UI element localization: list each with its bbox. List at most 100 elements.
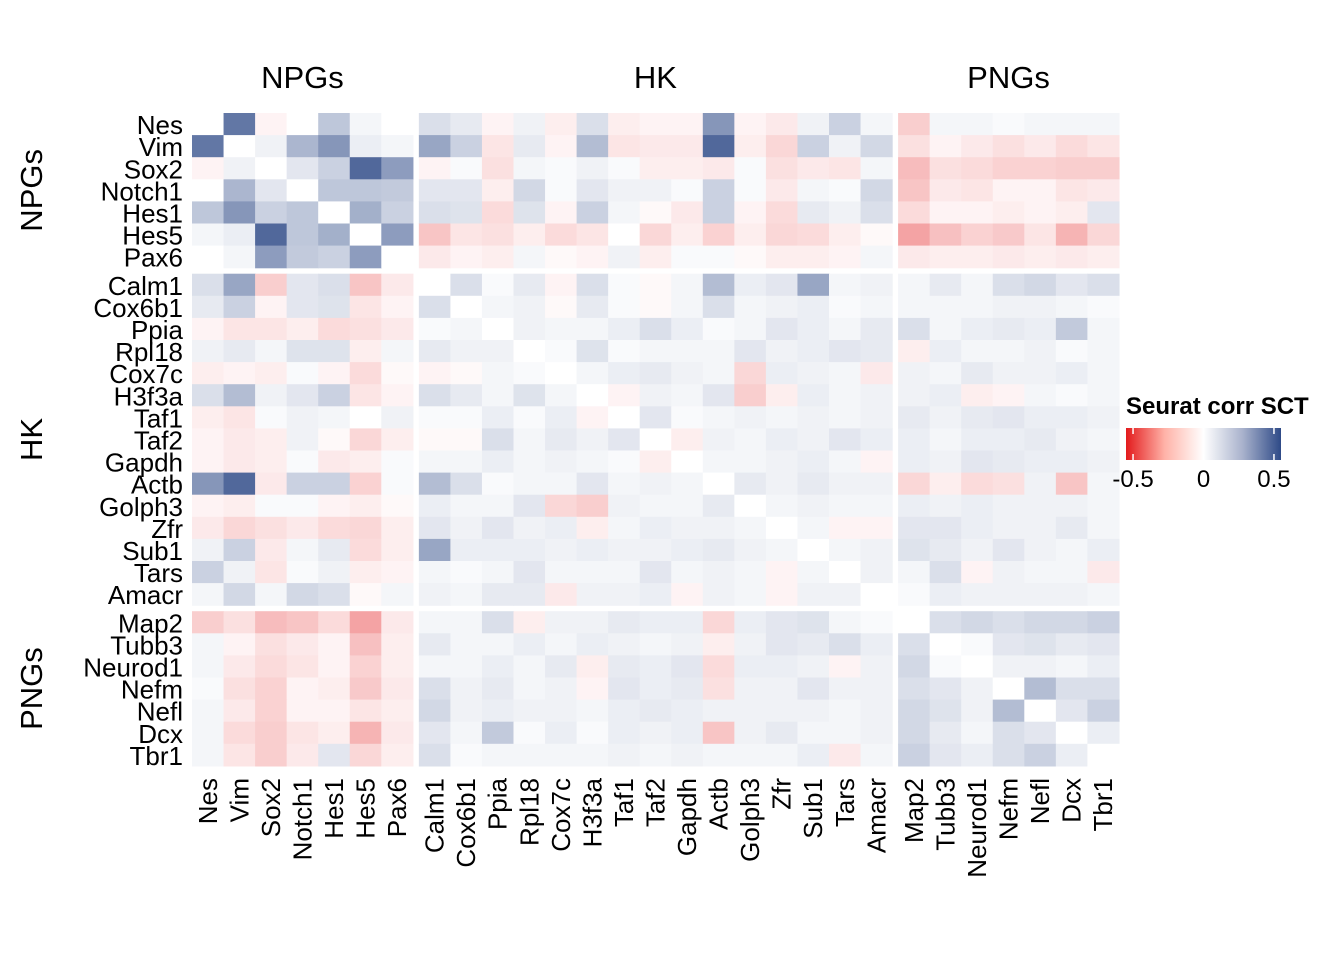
heatmap-cell xyxy=(349,583,382,606)
heatmap-cell xyxy=(381,223,414,247)
heatmap-cell xyxy=(1055,273,1088,297)
heatmap-cell xyxy=(318,201,351,225)
heatmap-cell xyxy=(1087,583,1120,606)
heatmap-cell xyxy=(734,428,767,452)
heatmap-cell xyxy=(639,655,672,679)
heatmap-cell xyxy=(318,743,351,767)
heatmap-cell xyxy=(829,721,862,745)
heatmap-cell xyxy=(255,135,288,158)
heatmap-cell xyxy=(576,295,609,319)
heatmap-cell xyxy=(481,157,515,180)
heatmap-cell xyxy=(450,135,483,158)
heatmap-cell xyxy=(545,135,578,158)
column-label: Cox6b1 xyxy=(451,778,481,868)
heatmap-cell xyxy=(349,472,382,496)
heatmap-cell xyxy=(318,583,351,606)
heatmap-cell xyxy=(992,699,1025,723)
heatmap-cell xyxy=(192,273,225,297)
column-label: Taf1 xyxy=(609,778,639,827)
heatmap-cell xyxy=(513,677,546,701)
heatmap-cell xyxy=(192,743,225,767)
heatmap-cell xyxy=(286,561,319,584)
heatmap-cell xyxy=(639,223,672,247)
heatmap-cell xyxy=(961,611,994,634)
row-group-title: HK xyxy=(14,418,49,461)
heatmap-cell xyxy=(992,583,1025,606)
heatmap-cell xyxy=(481,611,515,634)
heatmap-cell xyxy=(671,494,704,518)
heatmap-cell xyxy=(381,295,414,319)
heatmap-cell xyxy=(734,179,767,202)
heatmap-cell xyxy=(192,317,225,341)
heatmap-cell xyxy=(286,472,319,496)
heatmap-cell xyxy=(349,157,382,180)
heatmap-cell xyxy=(734,743,767,767)
row-label: Golph3 xyxy=(99,492,183,522)
heatmap-cell xyxy=(381,157,414,180)
heatmap-cell xyxy=(702,317,735,341)
heatmap-cell xyxy=(702,384,735,407)
heatmap-cell xyxy=(223,295,256,319)
heatmap-cell xyxy=(797,406,830,429)
heatmap-cell xyxy=(1055,223,1088,247)
heatmap-cell xyxy=(765,538,799,562)
heatmap-cell xyxy=(576,406,609,429)
heatmap-cell xyxy=(1024,157,1057,180)
row-label: Nefl xyxy=(137,697,183,727)
heatmap-cell xyxy=(829,655,862,679)
heatmap-cell xyxy=(829,743,862,767)
heatmap-cell xyxy=(734,561,767,584)
heatmap-cell xyxy=(1087,561,1120,584)
heatmap-cell xyxy=(513,362,546,385)
heatmap-cell xyxy=(223,428,256,452)
heatmap-cell xyxy=(255,362,288,385)
heatmap-cell xyxy=(898,245,931,269)
heatmap-cell xyxy=(860,135,893,158)
heatmap-cell xyxy=(929,583,962,606)
heatmap-cell xyxy=(418,157,451,180)
heatmap-cell xyxy=(898,223,931,247)
heatmap-cell xyxy=(992,223,1025,247)
heatmap-cell xyxy=(734,362,767,385)
column-label: Zfr xyxy=(767,778,797,810)
heatmap-cell xyxy=(286,273,319,297)
heatmap-cell xyxy=(513,295,546,319)
heatmap-cell xyxy=(192,428,225,452)
heatmap-cell xyxy=(418,583,451,606)
heatmap-cell xyxy=(961,472,994,496)
heatmap-cell xyxy=(702,494,735,518)
heatmap-cell xyxy=(349,295,382,319)
heatmap-cell xyxy=(513,201,546,225)
heatmap-cell xyxy=(255,384,288,407)
heatmap-cell xyxy=(671,201,704,225)
heatmap-cell xyxy=(860,538,893,562)
heatmap-cell xyxy=(418,340,451,363)
heatmap-cell xyxy=(513,428,546,452)
heatmap-cell xyxy=(255,179,288,202)
heatmap-cell xyxy=(608,113,641,136)
heatmap-cell xyxy=(702,406,735,429)
heatmap-cell xyxy=(192,245,225,269)
heatmap-cell xyxy=(576,611,609,634)
heatmap-cell xyxy=(961,743,994,767)
heatmap-cell xyxy=(192,633,225,656)
heatmap-cell xyxy=(829,113,862,136)
heatmap-cell xyxy=(608,743,641,767)
row-label: Taf2 xyxy=(134,426,183,456)
row-label: Map2 xyxy=(118,608,183,638)
heatmap-cell xyxy=(734,611,767,634)
heatmap-cell xyxy=(450,362,483,385)
heatmap-cell xyxy=(318,699,351,723)
heatmap-cell xyxy=(961,384,994,407)
heatmap-cell xyxy=(1024,516,1057,540)
heatmap-cell xyxy=(929,472,962,496)
heatmap-cell xyxy=(734,157,767,180)
heatmap-cell xyxy=(1087,721,1120,745)
heatmap-cell xyxy=(671,135,704,158)
heatmap-cell xyxy=(318,655,351,679)
heatmap-cell xyxy=(481,655,515,679)
heatmap-cell xyxy=(898,655,931,679)
heatmap-cell xyxy=(992,340,1025,363)
heatmap-cell xyxy=(608,273,641,297)
heatmap-cell xyxy=(860,273,893,297)
